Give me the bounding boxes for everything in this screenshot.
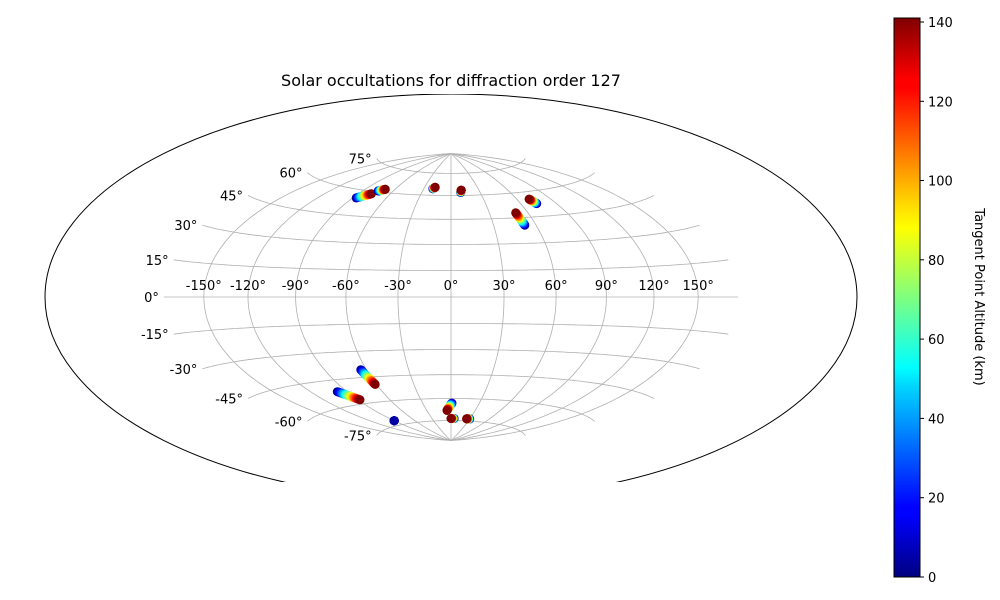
occultation-track	[462, 414, 475, 424]
latitude-tick-labels: -75° -60° -45° -30° -15° 0° 15° 30° 45° 60° 75°	[141, 152, 372, 444]
latitude-tick-label: -60°	[275, 415, 303, 430]
longitude-tick-label: -120°	[230, 279, 266, 294]
colorbar-tick-label: 80	[928, 254, 945, 269]
occultation-track	[332, 387, 365, 405]
data-point	[524, 194, 534, 204]
latitude-tick-label: 15°	[146, 254, 169, 269]
longitude-tick-label: 0°	[444, 279, 459, 294]
parallel-line	[307, 398, 595, 422]
occultation-track	[442, 398, 457, 415]
occultation-track	[446, 414, 459, 423]
occultation-tracks	[332, 182, 542, 426]
latitude-tick-label: -30°	[170, 363, 198, 378]
map-outline	[44, 94, 858, 482]
data-point	[370, 379, 380, 389]
longitude-tick-label: 150°	[683, 279, 714, 294]
latitude-tick-label: 75°	[349, 152, 372, 167]
occultation-track	[428, 182, 440, 194]
colorbar: 0 20 40 60 80 100 120 140 Tangent Point Altitud…	[893, 16, 986, 586]
colorbar-tick-label: 0	[928, 571, 936, 586]
colorbar-tick-label: 120	[928, 95, 953, 110]
longitude-tick-label: 30°	[492, 279, 515, 294]
longitude-tick-label: -90°	[282, 279, 310, 294]
parallel-line	[202, 224, 700, 245]
longitude-tick-labels: -150° -120° -90° -60° -30° 0° 30° 60° 90° 120° 150…	[186, 279, 714, 294]
data-point	[462, 414, 472, 424]
occultation-track	[456, 185, 466, 197]
latitude-tick-label: -15°	[141, 328, 169, 343]
latitude-tick-label: -75°	[344, 430, 372, 445]
colorbar-gradient	[893, 17, 921, 578]
longitude-tick-label: 120°	[638, 279, 669, 294]
colorbar-tick-label: 20	[928, 492, 945, 507]
colorbar-tick-label: 40	[928, 412, 945, 427]
parallel-line	[173, 323, 729, 335]
latitude-tick-label: 30°	[174, 219, 197, 234]
occultation-track	[524, 194, 542, 209]
longitude-tick-label: -60°	[332, 279, 360, 294]
occultation-track	[373, 184, 390, 196]
parallel-line	[307, 172, 595, 196]
map-boundary	[44, 94, 858, 482]
colorbar-tick-label: 100	[928, 175, 953, 190]
longitude-tick-label: 60°	[545, 279, 568, 294]
occultation-track	[511, 208, 530, 230]
data-point	[366, 189, 376, 199]
latitude-tick-label: 0°	[144, 291, 159, 306]
colorbar-label: Tangent Point Altitude (km)	[971, 207, 986, 385]
parallel-line	[173, 259, 729, 271]
occultation-track	[389, 416, 399, 426]
data-point	[446, 414, 456, 423]
longitude-tick-label: -30°	[384, 279, 412, 294]
data-point	[511, 208, 521, 218]
occultation-track	[351, 189, 376, 203]
parallel-line	[247, 374, 655, 399]
colorbar-tick-label: 140	[928, 16, 953, 31]
colorbar-tick-label: 60	[928, 333, 945, 348]
latitude-tick-label: 45°	[220, 190, 243, 205]
longitude-tick-label: 90°	[595, 279, 618, 294]
data-point	[389, 416, 399, 426]
parallel-line	[247, 195, 655, 220]
longitude-tick-label: -150°	[186, 279, 222, 294]
chart-title: Solar occultations for diffraction order…	[281, 71, 621, 90]
parallel-line	[202, 349, 700, 370]
data-point	[442, 406, 452, 415]
data-point	[380, 184, 390, 194]
graticule-grid	[163, 153, 739, 441]
latitude-tick-label: -45°	[215, 393, 243, 408]
colorbar-ticks: 0 20 40 60 80 100 120 140	[920, 16, 953, 586]
occultation-track	[356, 365, 380, 389]
data-point	[430, 182, 440, 192]
data-point	[355, 395, 365, 405]
parallel-line	[376, 158, 526, 174]
data-point	[456, 185, 466, 195]
latitude-tick-label: 60°	[279, 167, 302, 182]
